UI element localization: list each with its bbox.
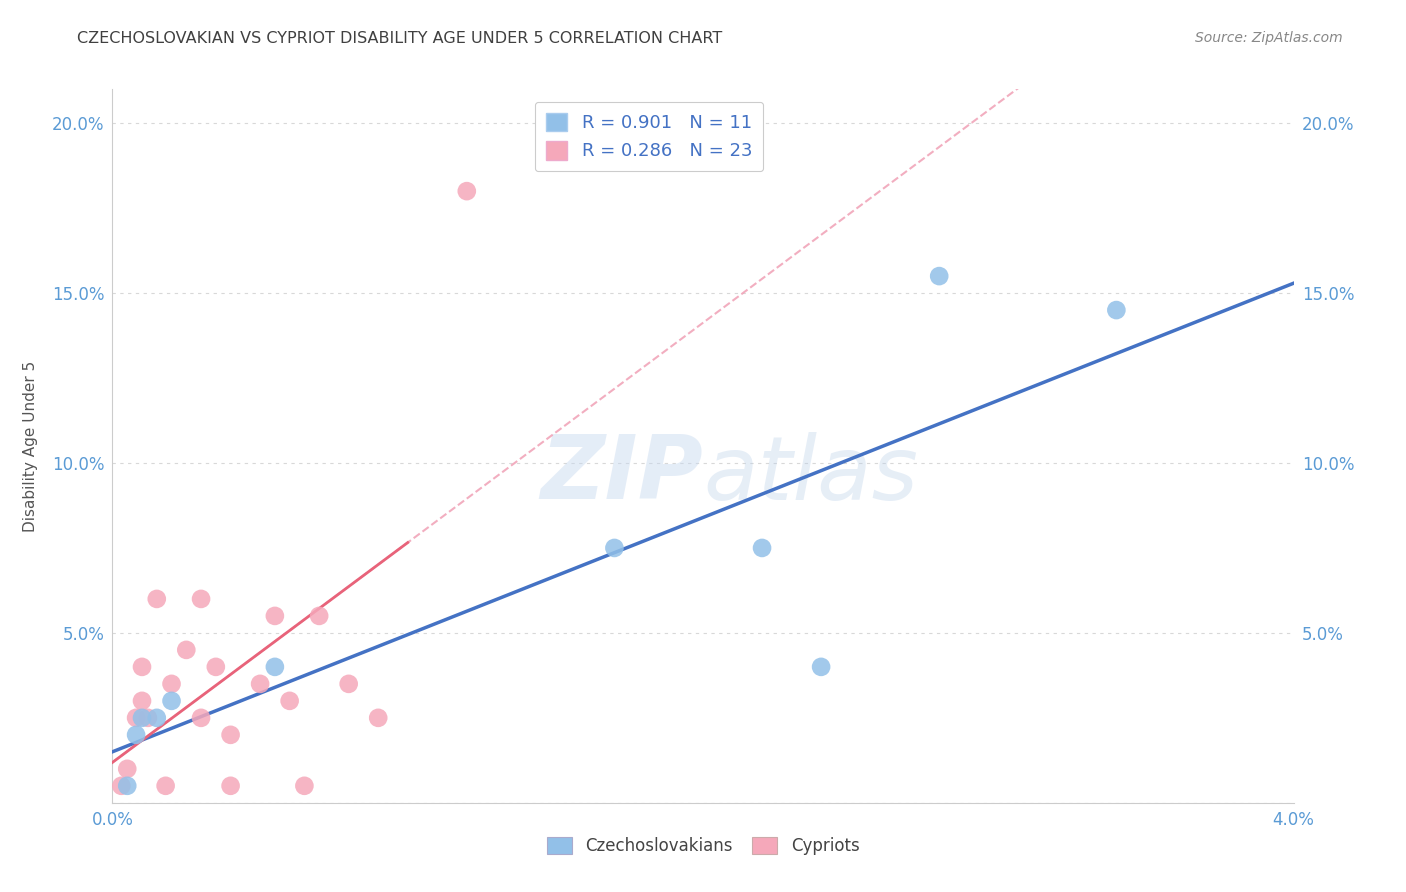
Point [190,591,212,606]
Point [146,591,169,606]
Point [110,779,132,793]
Point [928,269,950,284]
Point [308,608,330,623]
Point [190,711,212,725]
Point [1105,303,1128,318]
Y-axis label: Disability Age Under 5: Disability Age Under 5 [22,360,38,532]
Point [367,711,389,725]
Point [205,660,228,674]
Point [117,762,138,776]
Point [117,779,138,793]
Point [131,711,153,725]
Point [603,541,626,555]
Point [174,643,197,657]
Text: Source: ZipAtlas.com: Source: ZipAtlas.com [1195,31,1343,45]
Point [131,660,153,674]
Point [136,711,159,725]
Point [264,660,287,674]
Legend: Czechoslovakians, Cypriots: Czechoslovakians, Cypriots [540,830,866,862]
Point [249,677,271,691]
Text: atlas: atlas [703,432,918,517]
Point [146,711,169,725]
Text: ZIP: ZIP [540,431,703,518]
Point [751,541,773,555]
Point [125,728,148,742]
Point [131,694,153,708]
Point [219,728,242,742]
Legend: R = 0.901   N = 11, R = 0.286   N = 23: R = 0.901 N = 11, R = 0.286 N = 23 [534,102,763,171]
Point [125,711,148,725]
Point [160,677,183,691]
Point [292,779,315,793]
Point [278,694,301,708]
Point [264,608,287,623]
Point [160,694,183,708]
Text: CZECHOSLOVAKIAN VS CYPRIOT DISABILITY AGE UNDER 5 CORRELATION CHART: CZECHOSLOVAKIAN VS CYPRIOT DISABILITY AG… [77,31,723,46]
Point [155,779,177,793]
Point [810,660,832,674]
Point [456,184,478,198]
Point [337,677,360,691]
Point [219,779,242,793]
